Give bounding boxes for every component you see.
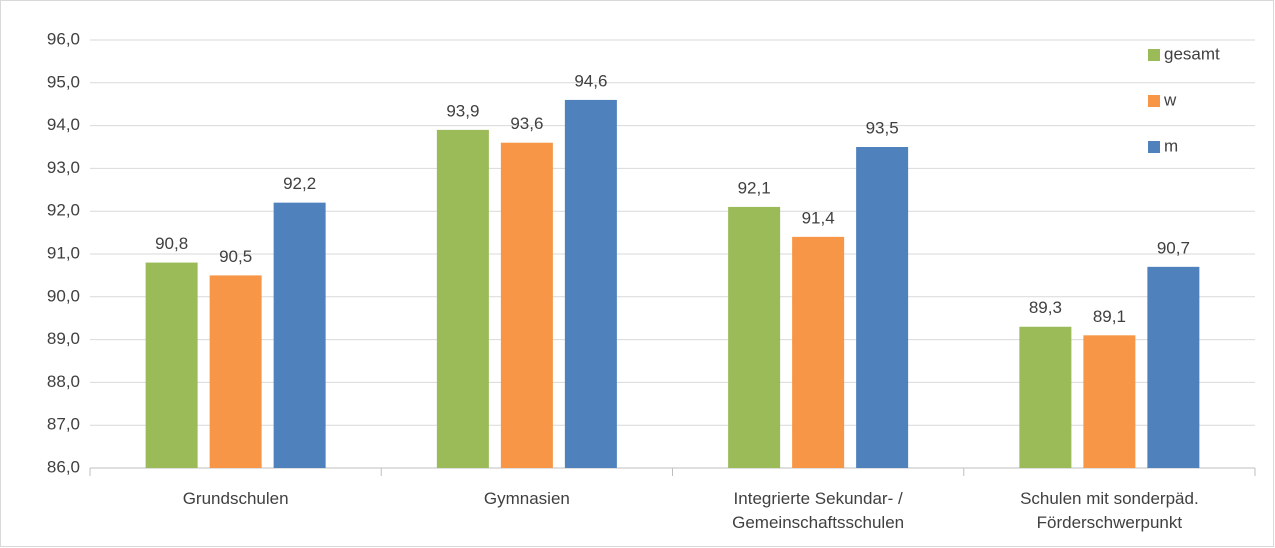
bar	[145, 262, 198, 468]
x-tick-label: Gymnasien	[484, 489, 570, 508]
data-label: 89,3	[1029, 298, 1062, 317]
data-label: 93,5	[866, 118, 899, 137]
legend-swatch	[1148, 49, 1160, 61]
bar	[1147, 266, 1200, 468]
data-label: 89,1	[1093, 307, 1126, 326]
data-label: 93,6	[510, 114, 543, 133]
bar	[792, 236, 845, 468]
y-tick-label: 96,0	[47, 29, 80, 48]
x-tick-label: Integrierte Sekundar- / Gemeinschaftsschu…	[732, 489, 904, 532]
bar	[273, 202, 326, 468]
y-tick-label: 87,0	[47, 415, 80, 434]
bar	[856, 147, 909, 468]
y-tick-label: 95,0	[47, 72, 80, 91]
data-label: 92,2	[283, 174, 316, 193]
y-tick-label: 93,0	[47, 158, 80, 177]
bar	[1083, 335, 1136, 468]
y-tick-label: 88,0	[47, 372, 80, 391]
legend-swatch	[1148, 141, 1160, 153]
legend-label: w	[1163, 90, 1177, 109]
data-label: 93,9	[446, 101, 479, 120]
y-tick-label: 92,0	[47, 201, 80, 220]
bar	[564, 99, 617, 469]
y-tick-label: 94,0	[47, 115, 80, 134]
x-tick-label: Grundschulen	[183, 489, 289, 508]
bar	[1019, 326, 1072, 468]
data-label: 90,5	[219, 247, 252, 266]
y-tick-label: 90,0	[47, 286, 80, 305]
legend-label: gesamt	[1164, 44, 1220, 63]
bar	[728, 206, 781, 469]
legend-label: m	[1164, 136, 1178, 155]
x-tick-label: Schulen mit sonderpäd. Förderschwerpunkt	[1020, 489, 1199, 532]
data-label: 92,1	[738, 178, 771, 197]
y-tick-label: 89,0	[47, 329, 80, 348]
data-label: 91,4	[802, 208, 835, 227]
data-label: 94,6	[574, 71, 607, 90]
bar	[436, 129, 489, 468]
y-tick-label: 86,0	[47, 457, 80, 476]
bar	[209, 275, 262, 468]
data-label: 90,8	[155, 234, 188, 253]
data-label: 90,7	[1157, 238, 1190, 257]
bar	[500, 142, 553, 468]
y-tick-label: 91,0	[47, 243, 80, 262]
legend-swatch	[1148, 95, 1160, 107]
